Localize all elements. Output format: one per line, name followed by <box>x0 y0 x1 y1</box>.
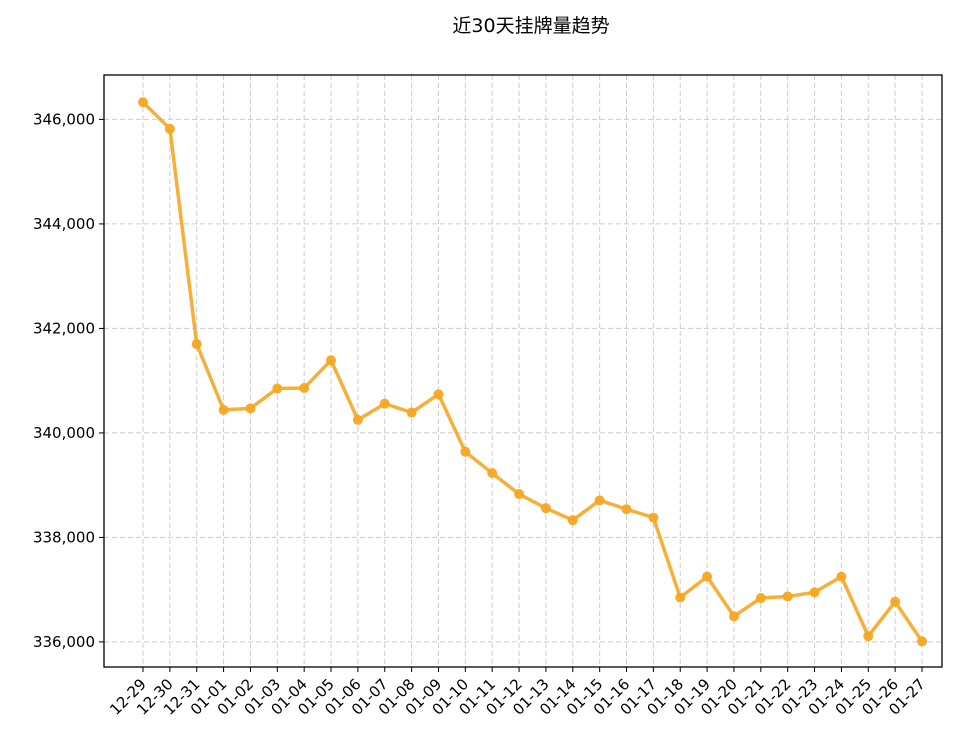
data-point <box>594 495 605 506</box>
data-point <box>406 407 417 418</box>
data-point <box>460 446 471 457</box>
y-tick-label: 344,000 <box>33 215 95 233</box>
data-point <box>379 398 390 409</box>
data-point <box>245 403 256 414</box>
grid-layer <box>104 75 942 667</box>
data-point <box>917 636 927 647</box>
plot-frame <box>103 74 943 668</box>
data-point <box>567 515 578 526</box>
y-tick-label: 342,000 <box>33 319 95 337</box>
data-point <box>809 587 820 598</box>
y-tick-label: 338,000 <box>33 528 95 546</box>
data-point <box>540 503 551 514</box>
data-point <box>728 611 739 622</box>
data-point <box>890 596 901 607</box>
data-point <box>514 489 525 500</box>
y-tick-label: 340,000 <box>33 424 95 442</box>
data-point <box>164 123 175 134</box>
data-point <box>299 382 310 393</box>
data-point <box>755 593 766 604</box>
data-point <box>191 339 202 350</box>
data-point <box>487 468 498 479</box>
data-point <box>272 383 283 394</box>
data-point <box>352 414 363 425</box>
data-point <box>702 571 713 582</box>
chart-title: 近30天挂牌量趋势 <box>452 15 609 37</box>
data-point <box>675 592 686 603</box>
data-point <box>863 631 874 642</box>
data-point <box>621 504 632 515</box>
y-tick-label: 346,000 <box>33 110 95 128</box>
series-layer <box>138 97 927 647</box>
data-point <box>433 389 444 400</box>
data-point <box>218 404 229 415</box>
data-point <box>782 591 793 602</box>
data-point <box>326 355 337 366</box>
data-point <box>648 512 659 523</box>
y-tick-label: 336,000 <box>33 633 95 651</box>
data-point <box>836 571 847 582</box>
data-point <box>138 97 148 108</box>
